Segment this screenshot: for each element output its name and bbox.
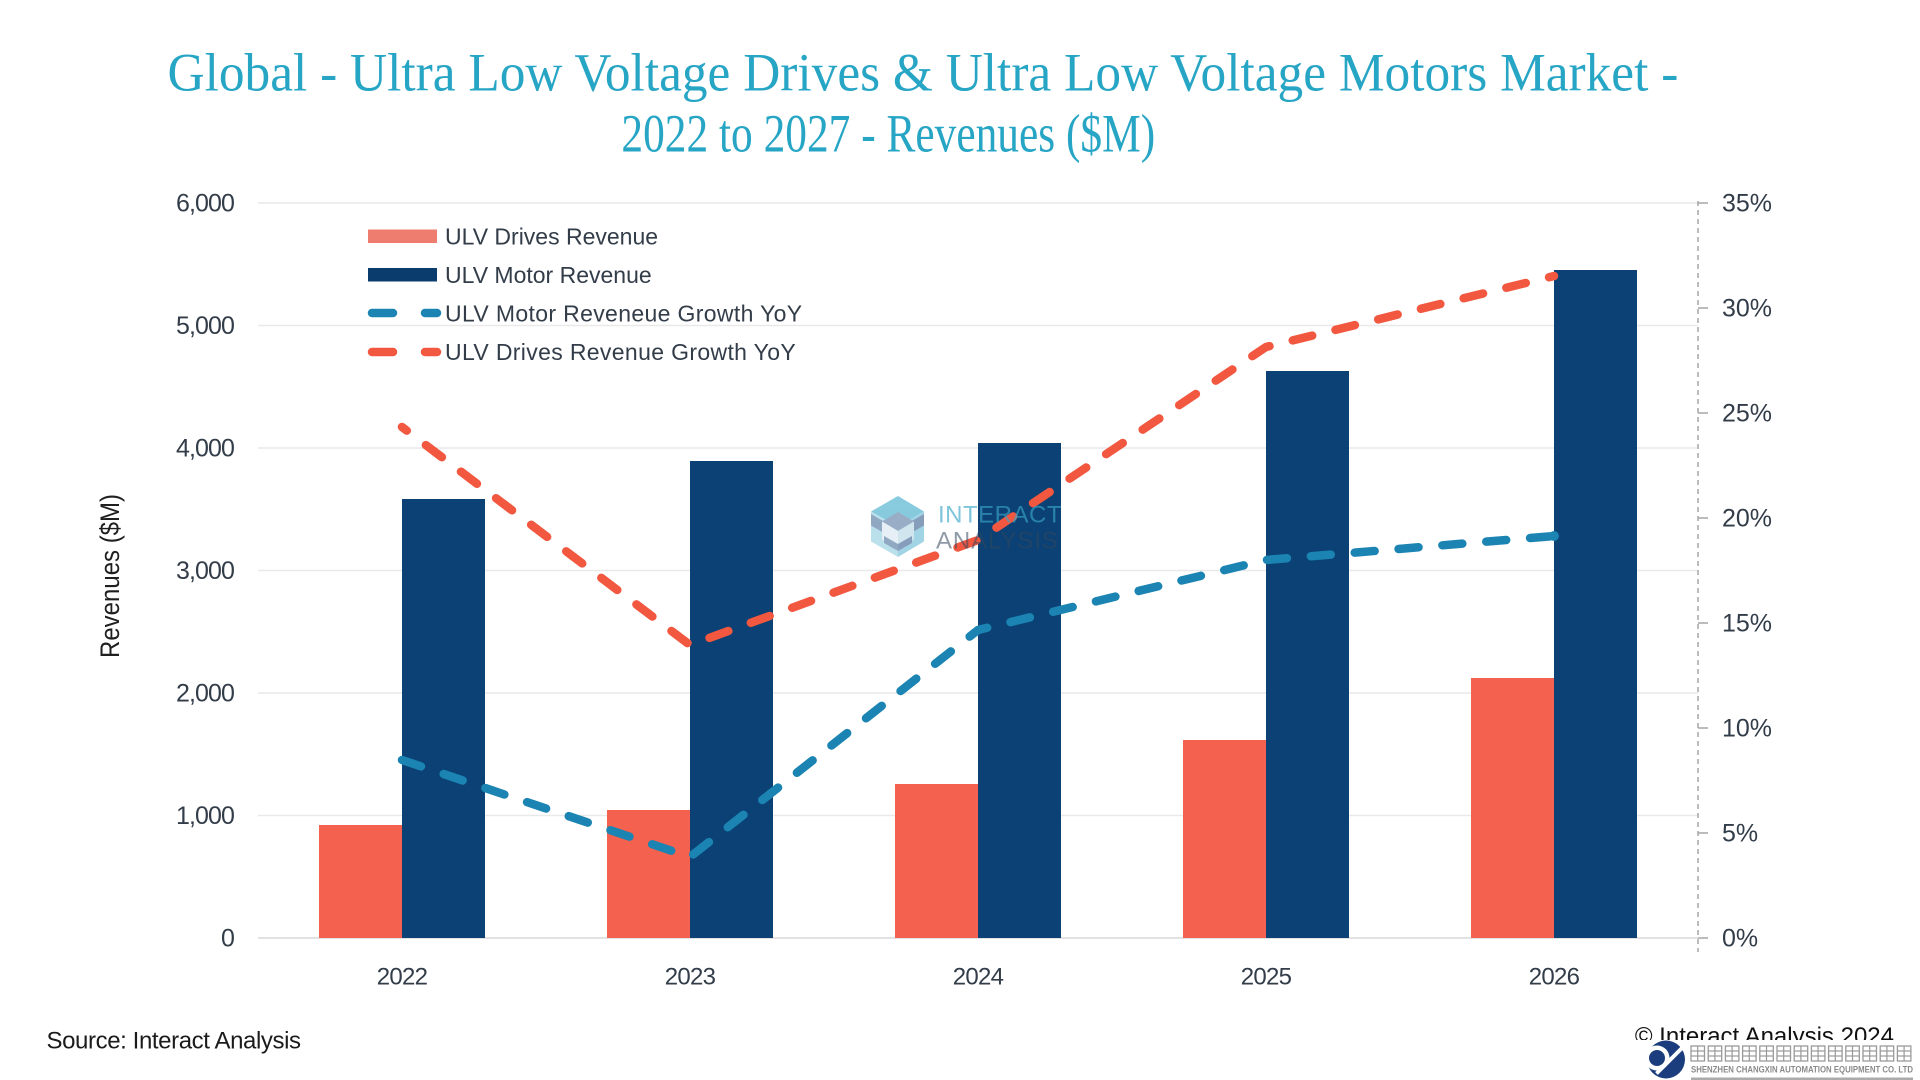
svg-text:2,000: 2,000 bbox=[176, 680, 234, 708]
svg-text:1,000: 1,000 bbox=[176, 802, 234, 830]
svg-text:ULV Motor Reveneue Growth YoY: ULV Motor Reveneue Growth YoY bbox=[445, 301, 802, 327]
svg-text:ULV Drives Revenue Growth YoY: ULV Drives Revenue Growth YoY bbox=[445, 339, 796, 365]
svg-text:30%: 30% bbox=[1722, 295, 1772, 323]
svg-text:ULV Drives Revenue: ULV Drives Revenue bbox=[445, 224, 658, 250]
svg-text:ANALYSIS: ANALYSIS bbox=[936, 528, 1059, 555]
svg-text:2023: 2023 bbox=[665, 964, 716, 991]
svg-text:SHENZHEN CHANGXIN AUTOMATION E: SHENZHEN CHANGXIN AUTOMATION EQUIPMENT C… bbox=[1691, 1065, 1913, 1076]
svg-text:5,000: 5,000 bbox=[176, 312, 234, 340]
svg-text:Source: Interact Analysis: Source: Interact Analysis bbox=[47, 1028, 302, 1055]
svg-text:10%: 10% bbox=[1722, 715, 1772, 743]
svg-text:ULV Motor Revenue: ULV Motor Revenue bbox=[445, 262, 652, 288]
svg-text:2026: 2026 bbox=[1529, 964, 1580, 991]
svg-text:2022: 2022 bbox=[377, 964, 428, 991]
svg-text:Revenues ($M): Revenues ($M) bbox=[95, 494, 125, 658]
svg-text:15%: 15% bbox=[1722, 610, 1772, 638]
svg-text:Global - Ultra Low Voltage Dri: Global - Ultra Low Voltage Drives & Ultr… bbox=[168, 43, 1679, 102]
svg-text:2025: 2025 bbox=[1241, 964, 1292, 991]
svg-text:5%: 5% bbox=[1722, 820, 1758, 848]
svg-text:2024: 2024 bbox=[953, 964, 1004, 991]
svg-text:0%: 0% bbox=[1722, 925, 1758, 953]
svg-text:20%: 20% bbox=[1722, 505, 1772, 533]
svg-text:2022 to 2027 - Revenues ($M): 2022 to 2027 - Revenues ($M) bbox=[621, 103, 1155, 164]
svg-text:35%: 35% bbox=[1722, 190, 1772, 218]
svg-text:3,000: 3,000 bbox=[176, 557, 234, 585]
svg-text:25%: 25% bbox=[1722, 400, 1772, 428]
svg-text:6,000: 6,000 bbox=[176, 190, 234, 218]
svg-text:INTERACT: INTERACT bbox=[938, 502, 1062, 529]
svg-text:0: 0 bbox=[221, 925, 234, 953]
svg-text:4,000: 4,000 bbox=[176, 435, 234, 463]
